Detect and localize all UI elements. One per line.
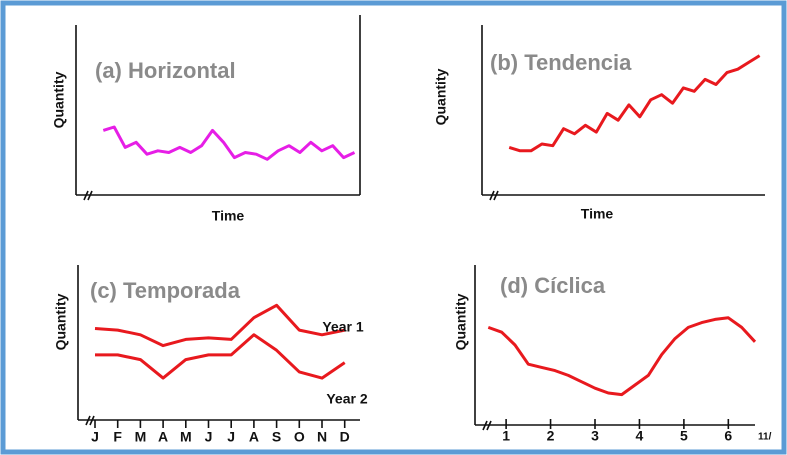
x-tick-label: S — [272, 429, 281, 445]
chart-title: (a) Horizontal — [95, 58, 236, 83]
x-tick-label: 3 — [591, 428, 599, 444]
x-tick-label: J — [205, 429, 213, 445]
x-tick-label: J — [227, 429, 235, 445]
x-axis-label: Time — [581, 206, 614, 222]
y-axis-label: Quantity — [51, 71, 67, 128]
x-tick-label: N — [317, 429, 327, 445]
x-tick-label: A — [249, 429, 259, 445]
axis-break — [83, 190, 93, 201]
x-tick-label: 2 — [547, 428, 555, 444]
x-tick-label: J — [91, 429, 99, 445]
data-line — [508, 54, 761, 153]
x-tick-label: F — [113, 429, 122, 445]
y-axis-label: Quantity — [453, 293, 469, 350]
x-tick-label: 6 — [724, 428, 732, 444]
data-line — [94, 303, 346, 348]
axis-break — [85, 415, 95, 426]
x-tick-label: 4 — [636, 428, 644, 444]
data-line — [102, 125, 356, 161]
chart-title: (d) Cíclica — [500, 273, 606, 298]
x-tick-label: M — [180, 429, 192, 445]
data-line — [487, 316, 757, 397]
x-axis-label: Time — [212, 208, 245, 224]
x-tick-label: O — [294, 429, 305, 445]
x-tick-label: A — [158, 429, 168, 445]
y-axis-label: Quantity — [433, 68, 449, 125]
axis-break — [482, 420, 492, 431]
x-tick-label: D — [340, 429, 350, 445]
data-line — [95, 333, 346, 380]
series-label: Year 1 — [322, 319, 363, 335]
x-tick-label: M — [135, 429, 147, 445]
x-tick-label: 5 — [680, 428, 688, 444]
chart-title: (c) Temporada — [90, 278, 241, 303]
x-tick-label: 1 — [502, 428, 510, 444]
annotation: 11/ — [758, 432, 772, 443]
axis-break — [489, 190, 499, 201]
chart-title: (b) Tendencia — [490, 50, 632, 75]
series-label: Year 2 — [326, 391, 367, 407]
y-axis-label: Quantity — [53, 293, 69, 350]
